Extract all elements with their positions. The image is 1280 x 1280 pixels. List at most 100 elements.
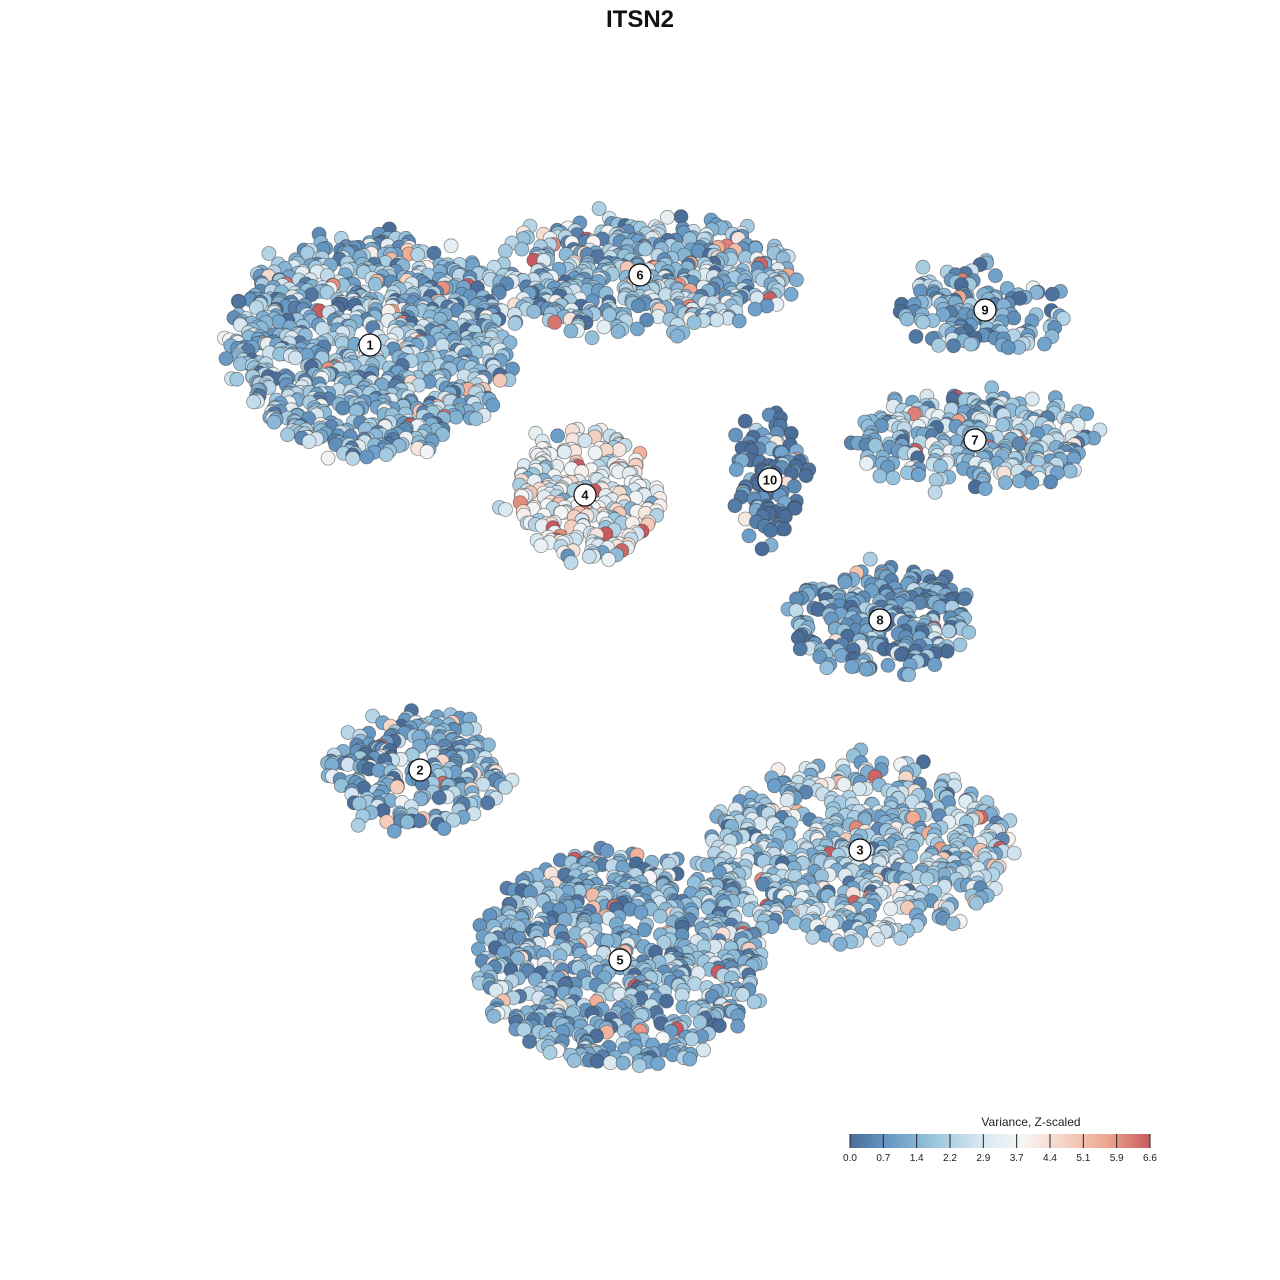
legend-title: Variance, Z-scaled bbox=[981, 1115, 1080, 1129]
cell-point bbox=[777, 521, 792, 537]
cell-point bbox=[637, 241, 653, 257]
cluster-label-1: 1 bbox=[358, 333, 382, 357]
cell-point bbox=[514, 241, 530, 257]
cell-point bbox=[931, 337, 946, 353]
cell-point bbox=[218, 351, 234, 367]
cluster-label-6: 6 bbox=[628, 263, 652, 287]
cell-point bbox=[557, 444, 572, 460]
cell-point bbox=[961, 624, 977, 640]
legend-tick-label: 5.1 bbox=[1076, 1153, 1090, 1164]
cell-point bbox=[492, 372, 508, 388]
cell-point bbox=[859, 455, 875, 471]
cell-point bbox=[686, 315, 702, 331]
cluster-label-text: 1 bbox=[366, 338, 373, 353]
legend-colorbar bbox=[850, 1134, 1150, 1148]
cell-point bbox=[650, 1056, 666, 1071]
cell-points bbox=[216, 201, 1108, 1073]
cell-point bbox=[480, 795, 496, 811]
legend-tick-label: 0.7 bbox=[876, 1153, 890, 1164]
cell-point bbox=[602, 307, 617, 323]
legend-tick-label: 4.4 bbox=[1043, 1153, 1057, 1164]
cell-point bbox=[832, 937, 848, 952]
cell-point bbox=[682, 1051, 698, 1067]
cell-point bbox=[507, 315, 523, 331]
cell-point bbox=[266, 414, 282, 430]
cluster-label-5: 5 bbox=[608, 948, 632, 972]
cell-point bbox=[367, 276, 383, 292]
cluster-label-text: 7 bbox=[971, 433, 978, 448]
cell-point bbox=[941, 623, 957, 639]
cell-point bbox=[584, 330, 600, 346]
cell-point bbox=[1079, 406, 1095, 422]
cell-point bbox=[963, 336, 979, 352]
cluster-label-text: 4 bbox=[581, 488, 589, 503]
cell-point bbox=[399, 814, 415, 830]
cell-point bbox=[448, 409, 464, 425]
cell-point bbox=[730, 1018, 746, 1034]
cell-point bbox=[301, 434, 317, 450]
cell-point bbox=[789, 272, 804, 288]
cell-point bbox=[946, 338, 961, 354]
cell-point bbox=[542, 1045, 558, 1060]
cluster-label-3: 3 bbox=[848, 838, 872, 862]
cluster-label-4: 4 bbox=[573, 483, 597, 507]
cell-point bbox=[805, 929, 821, 945]
cell-point bbox=[696, 1042, 711, 1058]
cell-point bbox=[591, 201, 607, 217]
cell-point bbox=[443, 238, 459, 254]
cell-point bbox=[378, 447, 394, 463]
cell-point bbox=[497, 780, 513, 795]
cell-point bbox=[754, 541, 770, 557]
cell-point bbox=[700, 858, 715, 873]
cell-point bbox=[345, 450, 361, 466]
cell-point bbox=[870, 931, 886, 947]
cell-point bbox=[901, 667, 916, 683]
cell-point bbox=[550, 428, 565, 444]
cluster-label-2: 2 bbox=[408, 758, 432, 782]
cluster-label-7: 7 bbox=[963, 428, 987, 452]
cell-point bbox=[486, 1008, 502, 1024]
cell-point bbox=[350, 817, 366, 833]
cell-point bbox=[779, 792, 795, 808]
cell-point bbox=[862, 551, 878, 567]
cell-point bbox=[998, 475, 1013, 491]
cell-point bbox=[563, 323, 579, 339]
cell-point bbox=[673, 209, 689, 225]
cell-point bbox=[660, 209, 675, 225]
cell-point bbox=[928, 472, 944, 488]
cell-point bbox=[893, 930, 908, 946]
cell-point bbox=[939, 643, 955, 659]
cell-point bbox=[431, 790, 447, 806]
cell-point bbox=[763, 523, 778, 538]
cell-point bbox=[1012, 473, 1027, 489]
cell-point bbox=[945, 916, 961, 932]
cell-point bbox=[837, 574, 853, 590]
cell-point bbox=[767, 778, 782, 794]
legend-tick-label: 1.4 bbox=[910, 1153, 924, 1164]
cell-point bbox=[919, 871, 935, 887]
cell-point bbox=[819, 660, 835, 676]
cell-point bbox=[522, 1034, 537, 1049]
cell-point bbox=[747, 301, 763, 317]
cell-point bbox=[359, 449, 375, 465]
cell-point bbox=[836, 777, 852, 792]
cell-point bbox=[899, 311, 915, 327]
cell-point bbox=[915, 259, 931, 275]
cell-point bbox=[581, 549, 597, 564]
cell-point bbox=[1062, 463, 1078, 479]
cell-point bbox=[280, 427, 296, 443]
cell-point bbox=[741, 528, 757, 544]
cell-point bbox=[389, 779, 405, 795]
legend-tick-label: 3.7 bbox=[1010, 1153, 1024, 1164]
cell-point bbox=[880, 657, 896, 673]
cell-point bbox=[746, 994, 762, 1010]
cluster-label-8: 8 bbox=[868, 608, 892, 632]
cluster-label-text: 5 bbox=[616, 953, 623, 968]
cell-point bbox=[610, 324, 626, 340]
cell-point bbox=[587, 445, 603, 461]
cell-point bbox=[728, 427, 743, 443]
color-legend: Variance, Z-scaled 0.0 0.7 1.4 2.2 2.9 3.7 4.4… bbox=[843, 1115, 1157, 1164]
cell-point bbox=[731, 313, 747, 329]
cell-point bbox=[633, 905, 649, 920]
cell-point bbox=[670, 328, 685, 344]
